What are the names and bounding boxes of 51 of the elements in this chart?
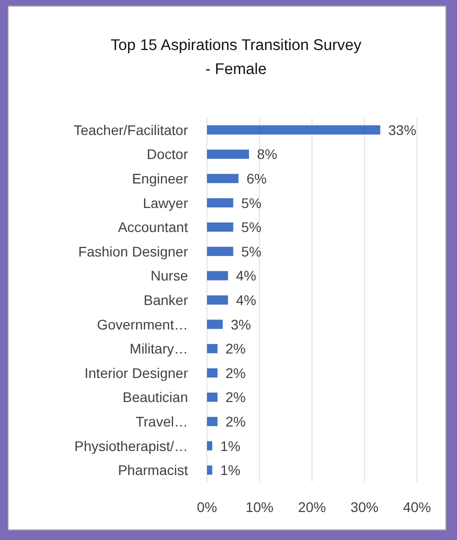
x-tick-label: 20%: [298, 499, 326, 515]
x-tick-label: 30%: [350, 499, 379, 515]
data-label: 2%: [226, 413, 246, 430]
bar: [207, 368, 218, 378]
y-tick-label: Government…: [96, 316, 188, 332]
y-tick-label: Physiotherapist/…: [74, 438, 188, 454]
data-label: 3%: [230, 316, 251, 332]
data-label: 4%: [236, 292, 256, 308]
data-label: 6%: [246, 170, 267, 187]
y-tick-label: Interior Designer: [84, 364, 188, 381]
bar: [207, 392, 218, 402]
data-label: 4%: [236, 268, 256, 284]
data-label: 8%: [257, 146, 278, 162]
y-tick-label: Lawyer: [142, 194, 188, 211]
bar: [207, 174, 238, 184]
chart-title: Top 15 Aspirations Transition Survey - Female: [110, 37, 362, 78]
data-label: 33%: [388, 122, 416, 138]
bar: [207, 246, 234, 256]
y-tick-label: Fashion Designer: [78, 243, 188, 260]
y-tick-label: Nurse: [150, 268, 188, 284]
y-tick-label: Military…: [130, 340, 188, 357]
data-label: 1%: [220, 438, 240, 454]
bar: [207, 441, 212, 450]
bar: [207, 125, 380, 135]
bar: [207, 271, 228, 280]
x-tick-label: 10%: [245, 499, 274, 515]
data-label: 5%: [241, 243, 262, 260]
bar: [207, 150, 249, 159]
y-tick-label: Pharmacist: [118, 462, 188, 478]
y-tick-label: Travel…: [136, 413, 188, 430]
bar: [207, 222, 234, 232]
y-tick-label: Beautician: [122, 389, 188, 406]
bar: [207, 320, 223, 329]
y-tick-label: Doctor: [146, 146, 188, 162]
x-tick-label: 0%: [196, 499, 218, 515]
y-tick-label: Engineer: [132, 170, 188, 187]
data-label: 5%: [241, 194, 262, 211]
data-label: 2%: [226, 364, 246, 381]
bar: [207, 295, 228, 305]
data-label: 2%: [226, 389, 246, 406]
y-tick-label: Banker: [144, 292, 188, 308]
x-tick-label: 40%: [402, 499, 432, 515]
bar: [207, 465, 212, 475]
data-label: 5%: [241, 219, 262, 236]
data-label: 2%: [226, 340, 246, 357]
y-tick-label: Teacher/Facilitator: [74, 122, 188, 138]
bar: [207, 344, 218, 354]
y-tick-label: Accountant: [118, 219, 188, 236]
data-label: 1%: [220, 462, 240, 478]
bar: [207, 198, 234, 208]
bar: [207, 416, 218, 426]
